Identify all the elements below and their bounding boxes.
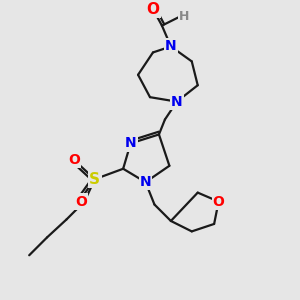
Text: O: O [76, 195, 87, 208]
Text: O: O [146, 2, 160, 17]
Text: O: O [68, 153, 80, 167]
Text: N: N [165, 40, 177, 53]
Text: O: O [213, 195, 224, 208]
Text: H: H [178, 10, 189, 23]
Text: N: N [171, 94, 183, 109]
Text: S: S [89, 172, 100, 187]
Text: N: N [125, 136, 136, 150]
Text: N: N [140, 175, 151, 189]
